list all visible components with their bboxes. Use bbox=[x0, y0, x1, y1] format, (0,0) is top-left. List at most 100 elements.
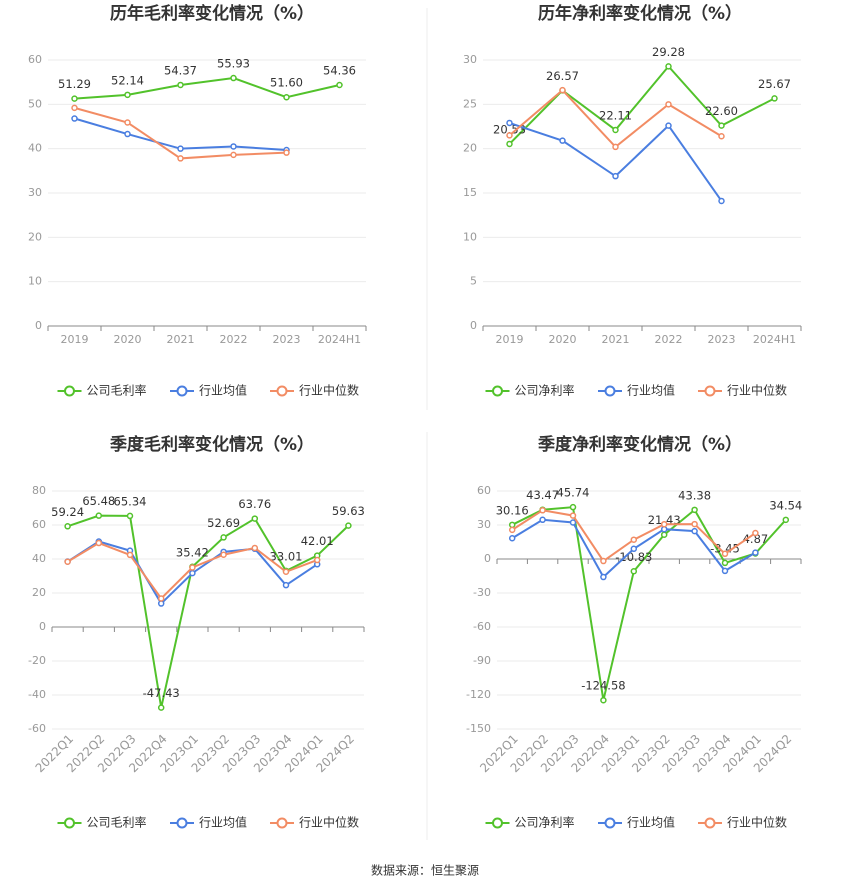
data-point bbox=[282, 568, 290, 575]
y-tick-label: 15 bbox=[463, 186, 477, 199]
data-point bbox=[665, 122, 672, 129]
data-point bbox=[189, 569, 196, 577]
legend-marker bbox=[276, 817, 288, 829]
y-tick-label: 0 bbox=[39, 620, 46, 633]
legend-marker bbox=[176, 817, 188, 829]
legend-label: 行业中位数 bbox=[299, 383, 359, 398]
series-line bbox=[67, 514, 350, 708]
x-tick-label: 2019 bbox=[61, 333, 89, 346]
data-label: 26.57 bbox=[546, 69, 579, 83]
data-label: 22.11 bbox=[599, 108, 632, 122]
data-point bbox=[230, 143, 237, 150]
legend-label: 公司毛利率 bbox=[87, 383, 147, 398]
data-point bbox=[95, 512, 103, 519]
data-label: 65.48 bbox=[82, 494, 115, 508]
data-label: 52.69 bbox=[207, 516, 240, 530]
data-point bbox=[345, 522, 352, 529]
data-point bbox=[177, 155, 184, 162]
data-point bbox=[721, 567, 729, 575]
data-label: 63.76 bbox=[238, 497, 271, 511]
data-point bbox=[177, 145, 184, 152]
y-tick-label: 40 bbox=[28, 142, 42, 155]
data-point bbox=[691, 520, 698, 528]
legend-label: 行业中位数 bbox=[727, 815, 787, 830]
data-point bbox=[665, 101, 672, 108]
y-tick-label: 20 bbox=[28, 230, 42, 243]
chart-title: 历年净利率变化情况（%） bbox=[538, 3, 742, 24]
data-point bbox=[782, 516, 790, 524]
legend-label: 行业均值 bbox=[199, 815, 247, 830]
data-point bbox=[691, 506, 698, 514]
data-point bbox=[508, 535, 516, 542]
legend-marker bbox=[176, 385, 188, 397]
data-point bbox=[630, 545, 638, 553]
data-point bbox=[559, 86, 566, 94]
legend-label: 行业均值 bbox=[199, 383, 247, 398]
data-point bbox=[612, 172, 619, 180]
y-tick-label: 0 bbox=[470, 319, 477, 332]
data-point bbox=[157, 704, 165, 711]
legend-label: 行业均值 bbox=[627, 815, 675, 830]
legend-marker bbox=[492, 817, 503, 829]
y-tick-label: 80 bbox=[32, 484, 46, 497]
data-point bbox=[660, 531, 668, 538]
y-tick-label: -20 bbox=[28, 654, 46, 667]
data-label: 65.34 bbox=[114, 494, 147, 508]
series-line bbox=[511, 506, 787, 701]
data-point bbox=[718, 197, 725, 205]
y-tick-label: -150 bbox=[466, 722, 491, 735]
legend-marker bbox=[276, 385, 288, 397]
data-label: -3.45 bbox=[710, 541, 740, 555]
data-label: 59.63 bbox=[332, 504, 365, 518]
series-line bbox=[508, 64, 775, 145]
data-point bbox=[600, 696, 607, 704]
data-label: 22.60 bbox=[705, 104, 738, 118]
data-point bbox=[157, 600, 165, 607]
data-point bbox=[508, 526, 516, 534]
legend-marker bbox=[64, 817, 75, 829]
data-point bbox=[124, 91, 131, 99]
data-point bbox=[124, 119, 131, 126]
data-point bbox=[506, 132, 513, 139]
data-label: 25.67 bbox=[758, 77, 791, 91]
y-tick-label: 20 bbox=[32, 586, 46, 599]
data-point bbox=[313, 556, 321, 564]
data-point bbox=[718, 122, 725, 129]
legend-label: 公司净利率 bbox=[515, 815, 575, 830]
data-point bbox=[506, 140, 513, 148]
y-tick-label: 30 bbox=[477, 518, 491, 531]
data-point bbox=[752, 549, 759, 556]
data-label: 43.47 bbox=[526, 488, 559, 502]
data-point bbox=[569, 519, 577, 526]
data-point bbox=[251, 515, 259, 522]
data-point bbox=[539, 516, 546, 524]
data-label: 33.01 bbox=[270, 549, 303, 563]
source-note: 数据来源：恒生聚源 bbox=[371, 863, 479, 878]
data-label: 34.54 bbox=[769, 498, 802, 512]
data-point bbox=[230, 74, 237, 82]
y-tick-label: 10 bbox=[28, 275, 42, 288]
data-point bbox=[283, 149, 290, 156]
data-point bbox=[612, 143, 619, 151]
data-point bbox=[230, 151, 237, 159]
y-tick-label: 0 bbox=[35, 319, 42, 332]
data-label: -124.58 bbox=[581, 679, 625, 693]
legend-label: 行业均值 bbox=[627, 383, 675, 398]
data-point bbox=[220, 551, 227, 558]
series-line bbox=[74, 77, 340, 100]
data-label: -10.83 bbox=[615, 550, 652, 564]
x-tick-label: 2022 bbox=[220, 333, 248, 346]
data-point bbox=[177, 81, 184, 89]
chart-title: 季度净利率变化情况（%） bbox=[538, 434, 742, 455]
data-point bbox=[220, 534, 227, 541]
y-tick-label: 60 bbox=[32, 518, 46, 531]
data-point bbox=[630, 536, 638, 543]
y-tick-label: -30 bbox=[473, 586, 491, 599]
data-label: 35.42 bbox=[176, 545, 209, 559]
y-tick-label: 30 bbox=[463, 53, 477, 66]
data-point bbox=[508, 521, 516, 529]
data-point bbox=[665, 63, 672, 70]
data-point bbox=[718, 133, 725, 140]
